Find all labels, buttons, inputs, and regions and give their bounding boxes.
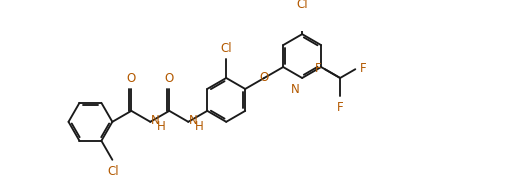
Text: F: F <box>315 62 322 75</box>
Text: O: O <box>127 72 136 85</box>
Text: F: F <box>360 62 367 75</box>
Text: Cl: Cl <box>107 165 119 178</box>
Text: N: N <box>189 114 198 127</box>
Text: H: H <box>195 120 204 132</box>
Text: F: F <box>337 101 343 113</box>
Text: N: N <box>291 83 299 96</box>
Text: N: N <box>151 114 160 127</box>
Text: Cl: Cl <box>296 0 308 11</box>
Text: H: H <box>157 120 166 132</box>
Text: O: O <box>165 72 174 85</box>
Text: Cl: Cl <box>221 42 232 55</box>
Text: O: O <box>260 72 269 84</box>
